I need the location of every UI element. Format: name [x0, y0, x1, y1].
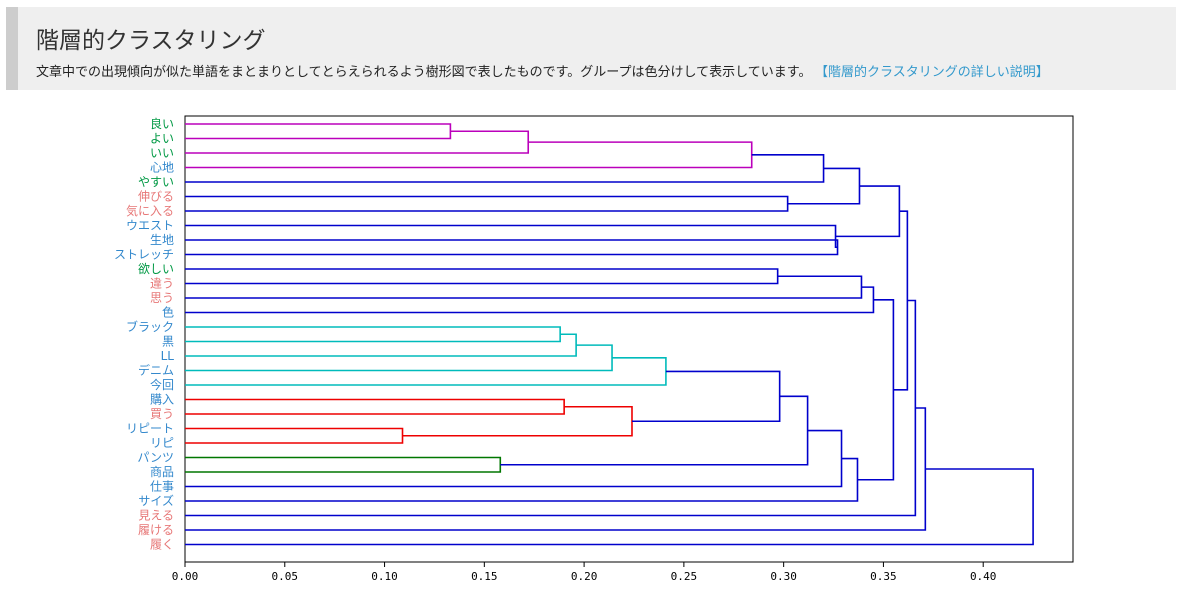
- dendrogram-links: [185, 123, 1034, 546]
- leaf-label: 購入: [150, 393, 174, 407]
- leaf-label: デニム: [138, 363, 174, 378]
- dendrogram-link: [185, 344, 613, 372]
- leaf-label: ウエスト: [126, 219, 174, 233]
- leaf-label: 買う: [150, 407, 174, 421]
- dendrogram-link: [185, 456, 502, 473]
- x-tick-label: 0.25: [671, 570, 698, 583]
- dendrogram-link: [185, 275, 863, 299]
- description-text: 文章中での出現傾向が似た単語をまとまりとしてとらえられるよう樹形図で表したもので…: [36, 65, 812, 80]
- explanation-link[interactable]: 【階層的クラスタリングの詳しい説明】: [821, 65, 1049, 80]
- page-description: 文章中での出現傾向が似た単語をまとまりとしてとらえられるよう樹形図で表したもので…: [36, 61, 1049, 80]
- dendrogram-link: [185, 468, 1034, 546]
- dendrogram-link: [185, 429, 843, 488]
- leaf-label: よい: [150, 132, 174, 146]
- dendrogram-link: [835, 185, 901, 238]
- leaf-label: 商品: [150, 464, 174, 479]
- x-tick-label: 0.00: [172, 570, 199, 583]
- dendrogram-link: [185, 398, 565, 415]
- leaf-label: ブラック: [126, 319, 174, 334]
- dendrogram-link: [185, 427, 404, 444]
- dendrogram-link: [185, 457, 859, 502]
- leaf-label: パンツ: [137, 451, 174, 465]
- leaf-label: 色: [162, 306, 174, 320]
- page-title: 階層的クラスタリング: [36, 28, 266, 54]
- leaf-labels: 良いよいいい心地やすい伸びる気に入るウエスト生地ストレッチ欲しい違う思う色ブラッ…: [114, 116, 174, 552]
- dendrogram-link: [185, 268, 779, 285]
- leaf-label: リピ: [150, 436, 174, 450]
- plot-frame: [184, 115, 1074, 563]
- x-tick-label: 0.10: [371, 570, 398, 583]
- dendrogram-link: [185, 141, 753, 169]
- leaf-label: 見える: [138, 509, 174, 523]
- dendrogram-link: [185, 357, 667, 386]
- dendrogram-link: [185, 407, 927, 531]
- leaf-label: リピート: [126, 422, 174, 436]
- dendrogram-link: [631, 370, 781, 423]
- x-tick-label: 0.30: [770, 570, 797, 583]
- leaf-label: 仕事: [150, 480, 174, 494]
- dendrogram-link: [857, 299, 895, 481]
- leaf-label: 欲しい: [138, 262, 174, 276]
- leaf-label: 伸びる: [138, 190, 174, 204]
- leaf-label: 良い: [150, 116, 174, 131]
- leaf-label: LL: [161, 349, 175, 363]
- dendrogram-link: [185, 286, 875, 314]
- leaf-label: 黒: [162, 335, 174, 349]
- dendrogram-link: [402, 405, 633, 437]
- dendrogram-link: [185, 154, 825, 183]
- leaf-label: サイズ: [138, 493, 174, 508]
- dendrogram-link: [185, 123, 452, 140]
- dendrogram-link: [185, 299, 917, 517]
- leaf-label: 履ける: [138, 523, 174, 537]
- dendrogram-link: [185, 195, 789, 212]
- x-tick-label: 0.35: [870, 570, 897, 583]
- dendrogram-link: [185, 130, 530, 154]
- dendrogram-link: [185, 239, 839, 256]
- dendrogram-link: [185, 333, 577, 357]
- leaf-label: やすい: [138, 175, 174, 189]
- leaf-label: 今回: [150, 377, 174, 392]
- dendrogram-link: [500, 395, 809, 466]
- x-tick-label: 0.20: [571, 570, 598, 583]
- x-axis: 0.00 0.05 0.10 0.15 0.20 0.25 0.30 0.35 0.40: [172, 562, 997, 583]
- leaf-label: 心地: [150, 161, 174, 175]
- leaf-label: 履く: [150, 538, 174, 552]
- leaf-label: 思う: [150, 291, 174, 305]
- x-tick-label: 0.05: [272, 570, 299, 583]
- leaf-label: 違う: [150, 277, 174, 291]
- x-tick-label: 0.40: [970, 570, 997, 583]
- leaf-label: いい: [150, 146, 174, 160]
- leaf-label: 気に入る: [126, 203, 174, 218]
- dendrogram-link: [185, 224, 838, 249]
- page-header: 階層的クラスタリング 文章中での出現傾向が似た単語をまとまりとしてとらえられるよ…: [6, 7, 1176, 90]
- x-tick-label: 0.15: [471, 570, 498, 583]
- dendrogram-link: [893, 210, 909, 391]
- dendrogram-link: [185, 326, 561, 343]
- leaf-label: ストレッチ: [114, 248, 174, 262]
- leaf-label: 生地: [150, 233, 174, 247]
